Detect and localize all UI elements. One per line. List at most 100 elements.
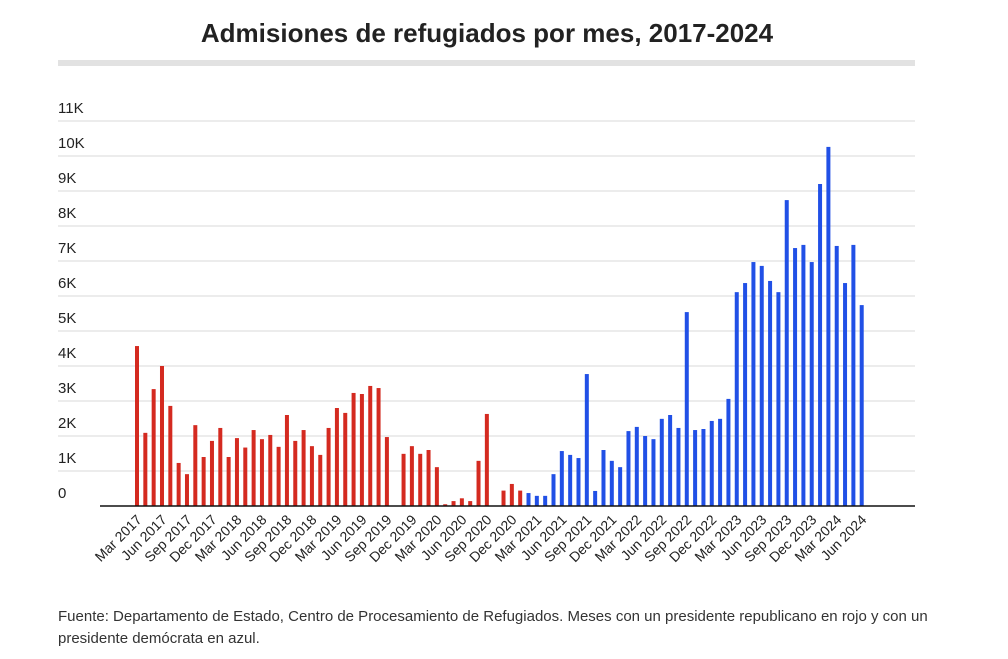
bar xyxy=(768,280,773,506)
bar xyxy=(426,450,431,506)
bar xyxy=(451,501,456,506)
bar xyxy=(709,420,714,506)
bar xyxy=(159,366,164,506)
y-tick-label: 1K xyxy=(58,450,76,467)
title-rule xyxy=(58,60,915,66)
bar xyxy=(218,427,223,506)
bar xyxy=(793,248,798,507)
bar xyxy=(368,385,373,506)
bar xyxy=(484,413,489,506)
bar xyxy=(418,453,423,506)
bar xyxy=(226,457,231,506)
bar xyxy=(409,446,414,506)
bar xyxy=(568,454,573,506)
bar xyxy=(334,408,339,506)
bar xyxy=(743,283,748,506)
bar xyxy=(509,483,514,506)
bar xyxy=(243,447,248,506)
y-tick-label: 10K xyxy=(58,135,85,152)
bar xyxy=(784,200,789,506)
y-tick-label: 4K xyxy=(58,345,76,362)
bar xyxy=(351,392,356,506)
bar xyxy=(759,265,764,506)
bar xyxy=(718,418,723,506)
bar xyxy=(801,244,806,506)
bar xyxy=(284,415,289,506)
bar xyxy=(434,467,439,506)
bar xyxy=(809,262,814,506)
bar xyxy=(151,389,156,506)
bar xyxy=(234,438,239,506)
bar xyxy=(701,429,706,506)
source-note: Fuente: Departamento de Estado, Centro d… xyxy=(58,608,928,647)
y-tick-label: 6K xyxy=(58,275,76,292)
bar xyxy=(751,262,756,506)
bar xyxy=(534,495,539,506)
bar xyxy=(443,504,448,506)
bar xyxy=(651,439,656,506)
bar xyxy=(551,474,556,506)
bar xyxy=(834,245,839,506)
bar xyxy=(526,493,531,506)
bar xyxy=(668,415,673,506)
bar xyxy=(318,454,323,506)
bar xyxy=(659,418,664,506)
bar xyxy=(593,490,598,506)
bar xyxy=(559,451,564,506)
bar xyxy=(201,457,206,506)
y-tick-label: 2K xyxy=(58,415,76,432)
bar xyxy=(468,501,473,506)
bar xyxy=(576,458,581,506)
y-tick-label: 9K xyxy=(58,170,76,187)
bar xyxy=(693,430,698,506)
bar xyxy=(684,312,689,506)
bar xyxy=(851,244,856,506)
bar xyxy=(384,437,389,506)
bar xyxy=(301,430,306,506)
bar xyxy=(476,460,481,506)
bar xyxy=(135,346,139,506)
y-tick-label: 5K xyxy=(58,310,76,327)
bar xyxy=(818,184,823,506)
bar xyxy=(609,460,614,506)
bar xyxy=(518,490,523,506)
bar xyxy=(584,374,589,506)
bar xyxy=(459,498,464,506)
bar xyxy=(776,292,781,506)
bar xyxy=(176,462,181,506)
y-tick-label: 3K xyxy=(58,380,76,397)
chart: Admisiones de refugiados por mes, 2017-2… xyxy=(58,18,915,565)
bar xyxy=(618,467,623,506)
bar xyxy=(343,412,348,506)
bar xyxy=(626,431,631,506)
bar xyxy=(726,398,731,506)
bar xyxy=(376,388,381,506)
bar xyxy=(309,446,314,506)
bar xyxy=(293,440,298,506)
y-tick-label: 11K xyxy=(58,100,84,117)
bar xyxy=(276,446,281,506)
bar xyxy=(601,450,606,506)
bar xyxy=(643,436,648,506)
bar xyxy=(193,425,198,506)
bar xyxy=(143,432,148,506)
bar xyxy=(734,292,739,506)
bar xyxy=(676,427,681,506)
bar xyxy=(184,474,189,506)
bar xyxy=(859,305,864,506)
y-tick-label: 7K xyxy=(58,240,76,257)
bar xyxy=(326,427,331,506)
bar xyxy=(251,430,256,506)
bar xyxy=(634,426,639,506)
bar xyxy=(359,394,364,506)
bar xyxy=(259,439,264,506)
chart-title: Admisiones de refugiados por mes, 2017-2… xyxy=(201,18,774,48)
y-tick-label: 0 xyxy=(58,485,66,502)
bar xyxy=(168,405,173,506)
bar xyxy=(826,146,831,506)
bar xyxy=(543,495,548,506)
bar xyxy=(401,453,406,506)
bar xyxy=(843,283,848,506)
y-tick-label: 8K xyxy=(58,205,76,222)
bar xyxy=(501,490,506,506)
